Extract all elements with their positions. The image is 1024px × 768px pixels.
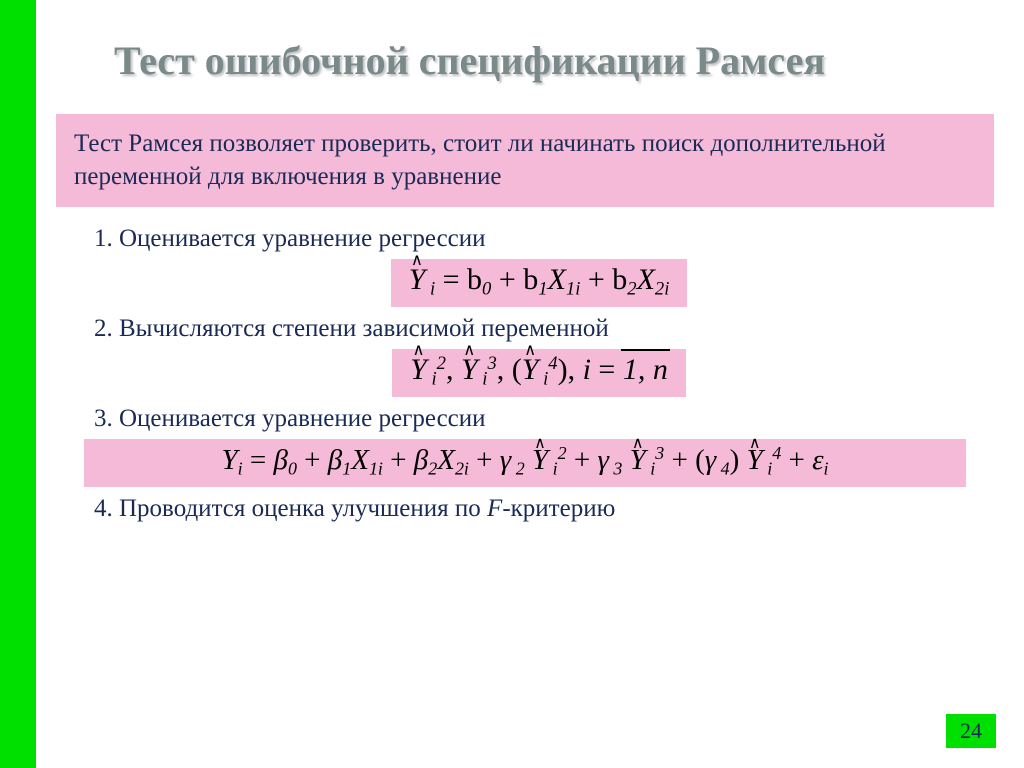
step-4-text-a: Проводится оценка улучшения по bbox=[113, 495, 487, 522]
step-4-num: 4. bbox=[94, 495, 113, 522]
step-3: 3. Оценивается уравнение регрессии bbox=[94, 405, 984, 433]
step-4: 4. Проводится оценка улучшения по F-крит… bbox=[94, 495, 984, 523]
y-hat: Y bbox=[409, 261, 426, 299]
step-3-num: 3. bbox=[94, 405, 113, 432]
title-block: Тест ошибочной спецификации Рамсея bbox=[36, 0, 1024, 94]
slide: Тест ошибочной спецификации Рамсея Тест … bbox=[0, 0, 1024, 768]
step-4-text-b: F bbox=[487, 495, 502, 522]
step-1-num: 1. bbox=[94, 225, 113, 252]
slide-title: Тест ошибочной спецификации Рамсея bbox=[114, 38, 994, 84]
step-4-text-c: -критерию bbox=[502, 495, 615, 522]
step-2-text: Вычисляются степени зависимой переменной bbox=[113, 315, 609, 342]
step-2-num: 2. bbox=[94, 315, 113, 342]
formula-2-wrap: Y i2, Y i3, (Y i4), i = 1, n bbox=[94, 349, 984, 397]
step-2: 2. Вычисляются степени зависимой перемен… bbox=[94, 315, 984, 343]
page-number: 24 bbox=[946, 714, 996, 748]
step-1-text: Оценивается уравнение регрессии bbox=[113, 225, 486, 252]
formula-1: Y i = b0 + b1X1i + b2X2i bbox=[391, 259, 688, 307]
formula-2: Y i2, Y i3, (Y i4), i = 1, n bbox=[392, 349, 686, 397]
formula-3: Yi = β0 + β1X1i + β2X2i + γ 2 Y i2 + γ 3… bbox=[84, 439, 966, 487]
formula-1-wrap: Y i = b0 + b1X1i + b2X2i bbox=[94, 259, 984, 307]
content: 1. Оценивается уравнение регрессии Y i =… bbox=[36, 225, 1024, 523]
intro-box: Тест Рамсея позволяет проверить, стоит л… bbox=[56, 114, 994, 207]
step-1: 1. Оценивается уравнение регрессии bbox=[94, 225, 984, 253]
step-3-text: Оценивается уравнение регрессии bbox=[113, 405, 486, 432]
